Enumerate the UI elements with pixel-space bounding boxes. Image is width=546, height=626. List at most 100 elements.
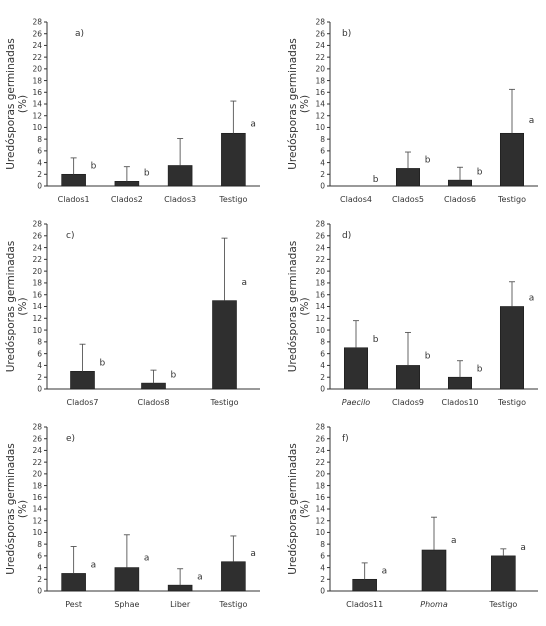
y-axis-title: Uredósporas germinadas	[287, 443, 299, 575]
y-tick-label: 18	[32, 481, 42, 490]
y-tick-label: 22	[32, 53, 42, 62]
y-tick-label: 6	[320, 349, 325, 358]
y-tick-label: 24	[32, 243, 42, 252]
bar	[395, 365, 420, 390]
y-axis-title: Uredósporas germinadas	[5, 38, 17, 170]
x-category-label: Clados8	[138, 398, 170, 407]
y-tick-label: 24	[315, 243, 325, 252]
x-category-label: Phoma	[420, 600, 448, 609]
bar	[499, 306, 524, 390]
y-tick-label: 12	[32, 314, 42, 323]
y-tick-label: 12	[315, 314, 325, 323]
bar	[167, 165, 193, 187]
y-tick-label: 10	[32, 326, 42, 335]
x-category-label: Clados11	[346, 600, 383, 609]
x-category-label: Clados7	[67, 398, 99, 407]
y-axis-title-units: (%)	[17, 297, 29, 315]
x-category-label: Paecilo	[342, 398, 370, 407]
y-tick-label: 2	[320, 170, 325, 179]
significance-letter: a	[520, 543, 526, 553]
y-tick-label: 24	[315, 446, 325, 455]
y-tick-label: 18	[32, 279, 42, 288]
y-tick-label: 16	[315, 290, 325, 299]
x-category-label: Testigo	[497, 398, 526, 407]
significance-letter: a	[451, 536, 457, 546]
panel-label: a)	[75, 29, 84, 39]
y-axis-title-units: (%)	[17, 500, 29, 518]
y-tick-label: 12	[32, 516, 42, 525]
y-tick-label: 26	[32, 434, 42, 443]
x-category-label: Clados2	[111, 195, 143, 204]
significance-letter: b	[91, 162, 97, 172]
x-category-label: Pest	[65, 600, 82, 609]
y-tick-label: 24	[315, 41, 325, 50]
y-tick-label: 6	[320, 552, 325, 561]
panel-label: f)	[342, 434, 349, 444]
significance-letter: b	[373, 335, 379, 345]
y-tick-label: 16	[315, 493, 325, 502]
x-category-label: Clados10	[441, 398, 478, 407]
significance-letter: b	[477, 167, 483, 177]
y-tick-label: 16	[32, 290, 42, 299]
significance-letter: a	[250, 120, 256, 130]
x-category-label: Testigo	[218, 600, 247, 609]
y-tick-label: 4	[320, 361, 325, 370]
y-tick-label: 28	[32, 423, 42, 432]
y-tick-label: 4	[320, 563, 325, 572]
y-tick-label: 14	[315, 505, 325, 514]
y-tick-label: 10	[32, 528, 42, 537]
y-tick-label: 14	[315, 302, 325, 311]
y-tick-label: 24	[32, 446, 42, 455]
y-tick-label: 16	[315, 88, 325, 97]
y-tick-label: 8	[320, 540, 325, 549]
panel-label: c)	[66, 231, 74, 241]
y-tick-label: 8	[37, 135, 42, 144]
bar	[141, 382, 166, 390]
bar	[221, 132, 246, 187]
bar	[61, 573, 86, 592]
y-tick-label: 6	[37, 552, 42, 561]
y-tick-label: 16	[32, 493, 42, 502]
y-tick-label: 2	[37, 575, 42, 584]
y-tick-label: 18	[315, 279, 325, 288]
y-tick-label: 6	[320, 147, 325, 156]
bar	[212, 300, 237, 390]
y-tick-label: 2	[37, 373, 42, 382]
y-axis-title: Uredósporas germinadas	[5, 241, 17, 373]
panel-label: b)	[342, 29, 351, 39]
y-tick-label: 22	[315, 255, 325, 264]
significance-letter: b	[373, 175, 379, 185]
y-tick-label: 2	[320, 373, 325, 382]
y-tick-label: 20	[315, 65, 325, 74]
y-tick-label: 20	[315, 267, 325, 276]
y-tick-label: 4	[320, 158, 325, 167]
bar	[352, 578, 377, 592]
significance-letter: b	[425, 352, 431, 362]
y-tick-label: 8	[320, 135, 325, 144]
y-tick-label: 20	[32, 470, 42, 479]
panel-label: e)	[66, 434, 75, 444]
y-tick-label: 28	[315, 220, 325, 229]
bar	[499, 132, 524, 187]
y-tick-label: 22	[32, 458, 42, 467]
x-category-label: Clados3	[164, 195, 196, 204]
significance-letter: b	[477, 364, 483, 374]
significance-letter: a	[382, 567, 388, 577]
y-tick-label: 18	[32, 76, 42, 85]
y-tick-label: 2	[37, 170, 42, 179]
y-tick-label: 28	[32, 18, 42, 27]
y-tick-label: 8	[320, 338, 325, 347]
y-tick-label: 28	[315, 423, 325, 432]
y-tick-label: 0	[37, 385, 42, 394]
y-tick-label: 0	[320, 182, 325, 191]
x-category-label: Testigo	[218, 195, 247, 204]
y-tick-label: 18	[315, 481, 325, 490]
y-tick-label: 28	[315, 18, 325, 27]
y-tick-label: 20	[32, 65, 42, 74]
y-tick-label: 12	[32, 111, 42, 120]
y-tick-label: 12	[315, 516, 325, 525]
